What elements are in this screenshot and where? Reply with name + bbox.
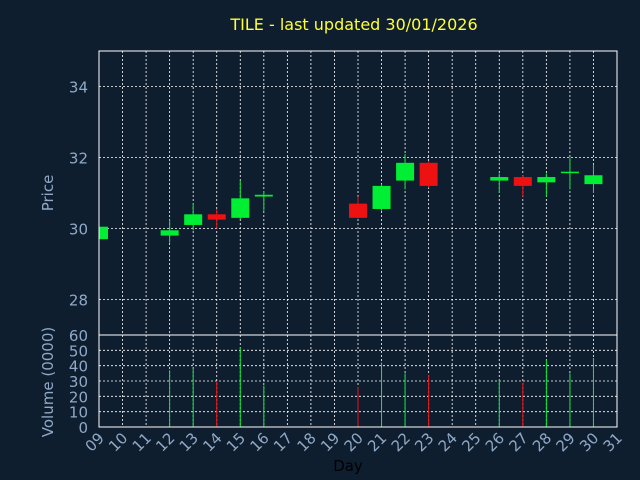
volume-y-tick-label: 20	[69, 388, 88, 406]
price-y-tick-label: 30	[69, 221, 88, 239]
candle-body	[372, 185, 391, 209]
x-tick-label: 20	[341, 429, 367, 455]
chart-title: TILE - last updated 30/01/2026	[229, 15, 477, 34]
candle-body	[160, 230, 179, 236]
x-tick-label: 24	[435, 429, 461, 455]
candle-body	[490, 177, 509, 181]
price-y-tick-label: 34	[69, 79, 88, 97]
x-tick-label: 16	[246, 429, 272, 455]
price-axis-label: Price	[39, 175, 57, 212]
x-tick-label: 11	[129, 429, 155, 455]
candle-body	[184, 214, 203, 225]
candle-body	[231, 198, 250, 218]
candle-body	[584, 175, 603, 185]
candle-body	[207, 214, 226, 220]
x-tick-label: 12	[152, 429, 178, 455]
candle-body	[396, 162, 415, 181]
x-tick-label: 17	[270, 429, 296, 455]
volume-axis-label: Volume (0000)	[39, 327, 57, 437]
candle-body	[419, 162, 438, 186]
candle-body	[254, 194, 273, 197]
x-tick-label: 30	[576, 429, 602, 455]
price-y-tick-label: 32	[69, 150, 88, 168]
x-tick-label: 19	[317, 429, 343, 455]
candle-body	[349, 203, 367, 218]
candle-body	[99, 226, 108, 240]
x-tick-label: 10	[105, 429, 131, 455]
candle-body	[513, 177, 532, 186]
volume-y-tick-label: 30	[69, 373, 88, 391]
x-tick-label: 25	[458, 429, 484, 455]
x-tick-label: 26	[482, 429, 508, 455]
price-y-tick-label: 28	[69, 292, 88, 310]
x-tick-label: 18	[294, 429, 320, 455]
volume-y-tick-label: 10	[69, 404, 88, 422]
candle-body	[537, 177, 556, 183]
volume-y-tick-label: 40	[69, 358, 88, 376]
x-tick-label: 21	[364, 429, 390, 455]
candle-body	[560, 171, 579, 174]
volume-y-tick-label: 50	[69, 342, 88, 360]
x-tick-label: 28	[529, 429, 555, 455]
x-tick-label: 27	[505, 429, 531, 455]
x-tick-label: 13	[176, 429, 202, 455]
price-panel: 28 30 32 34	[69, 50, 618, 336]
x-tick-label: 14	[199, 429, 225, 455]
x-tick-label: 31	[600, 429, 626, 455]
x-tick-label: 22	[388, 429, 414, 455]
x-tick-label: 15	[223, 429, 249, 455]
x-tick-label: 23	[411, 429, 437, 455]
volume-panel-frame	[98, 334, 618, 428]
x-tick-label: 29	[553, 429, 579, 455]
x-axis-label: Day	[333, 457, 363, 475]
volume-y-tick-label: 60	[69, 327, 88, 345]
volume-y-tick-label: 0	[78, 419, 88, 437]
